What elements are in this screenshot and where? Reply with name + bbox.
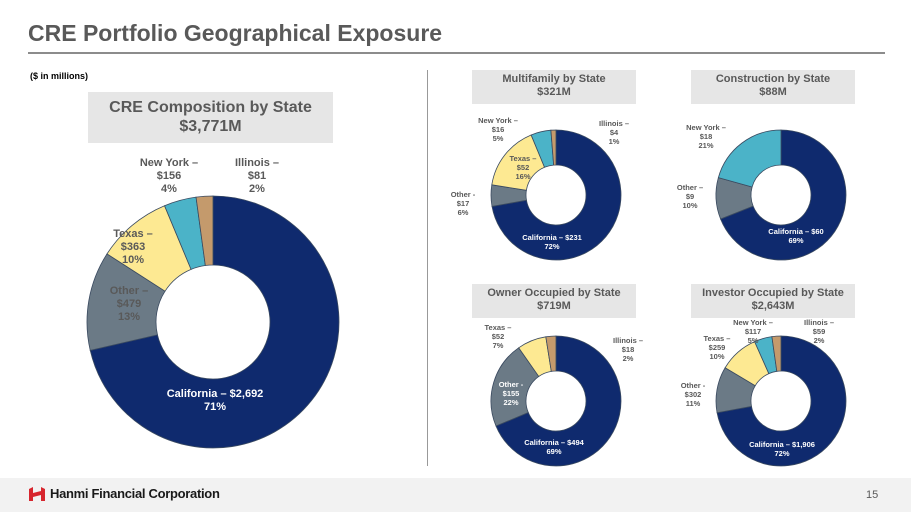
label-new-york: New York – $117 5% bbox=[733, 318, 773, 345]
slice-illinois bbox=[771, 335, 782, 372]
chart-title: CRE Composition by State bbox=[109, 99, 312, 116]
label-other: Other – $9 10% bbox=[676, 183, 704, 210]
slice-california bbox=[716, 335, 847, 467]
label-texas: Texas – $52 7% bbox=[484, 323, 512, 350]
label-illinois: Illinois – $81 2% bbox=[234, 157, 280, 196]
slice-other bbox=[490, 347, 540, 427]
label-california: California – $1,906 72% bbox=[749, 440, 815, 458]
slice-illinois bbox=[545, 335, 557, 372]
label-texas: Texas – $52 16% bbox=[509, 154, 537, 181]
slice-california bbox=[495, 335, 622, 467]
owner-occupied-header: Owner Occupied by State $719M bbox=[472, 284, 636, 318]
slice-new-york bbox=[717, 129, 782, 188]
label-texas: Texas – $259 10% bbox=[703, 334, 731, 361]
chart-total: $3,771M bbox=[179, 118, 242, 136]
investor-occupied-header: Investor Occupied by State $2,643M bbox=[691, 284, 855, 318]
label-california: California – $231 72% bbox=[522, 233, 582, 251]
chart-title: Owner Occupied by State bbox=[487, 287, 621, 299]
chart-total: $719M bbox=[537, 300, 571, 313]
label-other: Other - $17 6% bbox=[450, 190, 476, 217]
main-chart-header: CRE Composition by State $3,771M bbox=[88, 92, 333, 143]
units-note: ($ in millions) bbox=[30, 71, 89, 81]
chart-total: $88M bbox=[759, 86, 787, 99]
multifamily-header: Multifamily by State $321M bbox=[472, 70, 636, 104]
slice-california bbox=[89, 195, 340, 449]
label-illinois: Illinois – $4 1% bbox=[598, 119, 630, 146]
label-new-york: New York – $18 21% bbox=[686, 123, 726, 150]
label-illinois: Illinois – $59 2% bbox=[803, 318, 835, 345]
slice-illinois bbox=[550, 129, 557, 166]
chart-title: Construction by State bbox=[715, 73, 831, 85]
label-other: Other - $155 22% bbox=[498, 380, 524, 407]
label-new-york: New York – $156 4% bbox=[139, 157, 199, 196]
label-other: Other – $479 13% bbox=[109, 285, 149, 324]
chart-total: $2,643M bbox=[751, 300, 795, 313]
hanmi-logo-icon bbox=[29, 487, 45, 501]
chart-total: $321M bbox=[537, 86, 571, 99]
title-divider bbox=[28, 52, 885, 54]
label-other: Other - $302 11% bbox=[680, 381, 706, 408]
chart-title: Multifamily by State bbox=[502, 73, 606, 85]
construction-header: Construction by State $88M bbox=[691, 70, 855, 104]
chart-title: Investor Occupied by State bbox=[702, 287, 844, 299]
slice-california bbox=[491, 129, 622, 261]
slice-california bbox=[720, 129, 847, 261]
vertical-divider bbox=[427, 70, 428, 466]
footer-bar bbox=[0, 478, 911, 512]
label-illinois: Illinois – $18 2% bbox=[612, 336, 644, 363]
label-california: California – $494 69% bbox=[524, 438, 584, 456]
page-title: CRE Portfolio Geographical Exposure bbox=[28, 20, 443, 46]
label-new-york: New York – $16 5% bbox=[478, 116, 518, 143]
label-california: California – $60 69% bbox=[768, 227, 824, 245]
company-name: Hanmi Financial Corporation bbox=[50, 486, 220, 501]
slice-illinois bbox=[195, 195, 214, 266]
label-california: California – $2,692 71% bbox=[166, 388, 264, 414]
label-texas: Texas – $363 10% bbox=[113, 228, 153, 267]
page-number: 15 bbox=[866, 489, 879, 501]
